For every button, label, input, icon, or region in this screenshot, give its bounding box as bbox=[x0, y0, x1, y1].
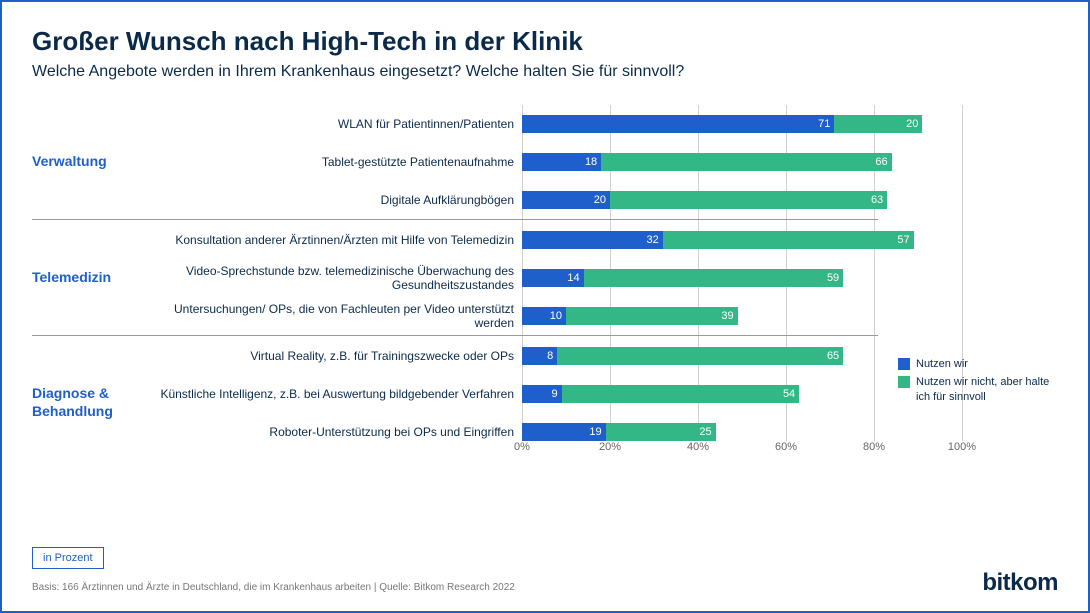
bar-series-a: 10 bbox=[522, 307, 566, 325]
x-tick-label: 80% bbox=[863, 441, 885, 461]
unit-box: in Prozent bbox=[32, 547, 104, 569]
bar-series-b: 66 bbox=[601, 153, 891, 171]
group-divider bbox=[152, 335, 878, 336]
x-tick-label: 100% bbox=[948, 441, 976, 461]
row-label: Untersuchungen/ OPs, die von Fachleuten … bbox=[152, 300, 522, 332]
bar-series-b: 57 bbox=[663, 231, 914, 249]
legend-label-a: Nutzen wir bbox=[916, 357, 968, 371]
legend-swatch-green bbox=[898, 376, 910, 388]
bar-series-b: 39 bbox=[566, 307, 738, 325]
bar-series-a: 32 bbox=[522, 231, 663, 249]
row-label: WLAN für Patientinnen/Patienten bbox=[152, 108, 522, 140]
bar-series-a: 9 bbox=[522, 385, 562, 403]
bar-series-a: 18 bbox=[522, 153, 601, 171]
x-tick-label: 60% bbox=[775, 441, 797, 461]
row-label: Künstliche Intelligenz, z.B. bei Auswert… bbox=[152, 378, 522, 410]
row-label: Roboter-Unterstützung bei OPs und Eingri… bbox=[152, 416, 522, 448]
row-label: Digitale Aufklärungbögen bbox=[152, 184, 522, 216]
bar-series-b: 20 bbox=[834, 115, 922, 133]
bar-series-a: 19 bbox=[522, 423, 606, 441]
bar-series-b: 59 bbox=[584, 269, 844, 287]
legend-swatch-blue bbox=[898, 358, 910, 370]
plot-area: 0%20%40%60%80%100%7120186620633257145910… bbox=[522, 105, 962, 465]
row-label: Virtual Reality, z.B. für Trainingszweck… bbox=[152, 340, 522, 372]
bar-series-a: 71 bbox=[522, 115, 834, 133]
chart-subtitle: Welche Angebote werden in Ihrem Krankenh… bbox=[32, 63, 1058, 81]
group-divider bbox=[32, 335, 152, 336]
bar-series-a: 20 bbox=[522, 191, 610, 209]
group-divider bbox=[152, 219, 878, 220]
legend-item-series-a: Nutzen wir bbox=[898, 357, 1058, 371]
bar-series-a: 8 bbox=[522, 347, 557, 365]
rows-column: 0%20%40%60%80%100%7120186620633257145910… bbox=[152, 105, 878, 465]
bar-series-b: 65 bbox=[557, 347, 843, 365]
bar-series-b: 63 bbox=[610, 191, 887, 209]
legend: Nutzen wir Nutzen wir nicht, aber halte … bbox=[898, 357, 1058, 408]
logo: bitkom bbox=[982, 569, 1058, 597]
legend-item-series-b: Nutzen wir nicht, aber halte ich für sin… bbox=[898, 375, 1058, 404]
x-tick-label: 40% bbox=[687, 441, 709, 461]
x-tick-label: 20% bbox=[599, 441, 621, 461]
bar-series-b: 25 bbox=[606, 423, 716, 441]
bar-series-a: 14 bbox=[522, 269, 584, 287]
chart-area: Verwaltung Telemedizin Diagnose & Behandlu… bbox=[32, 105, 1058, 505]
group-label: Diagnose & Behandlung bbox=[32, 384, 152, 420]
group-label: Telemedizin bbox=[32, 268, 111, 286]
legend-label-b: Nutzen wir nicht, aber halte ich für sin… bbox=[916, 375, 1058, 404]
chart-frame: Großer Wunsch nach High-Tech in der Klin… bbox=[0, 0, 1090, 613]
bar-series-b: 54 bbox=[562, 385, 800, 403]
row-label: Konsultation anderer Ärztinnen/Ärzten mi… bbox=[152, 224, 522, 256]
chart-title: Großer Wunsch nach High-Tech in der Klin… bbox=[32, 26, 1058, 57]
footer-text: Basis: 166 Ärztinnen und Ärzte in Deutsc… bbox=[32, 582, 515, 593]
row-label: Video-Sprechstunde bzw. telemedizinische… bbox=[152, 262, 522, 294]
row-label: Tablet-gestützte Patientenaufnahme bbox=[152, 146, 522, 178]
group-divider bbox=[32, 219, 152, 220]
group-label: Verwaltung bbox=[32, 152, 107, 170]
